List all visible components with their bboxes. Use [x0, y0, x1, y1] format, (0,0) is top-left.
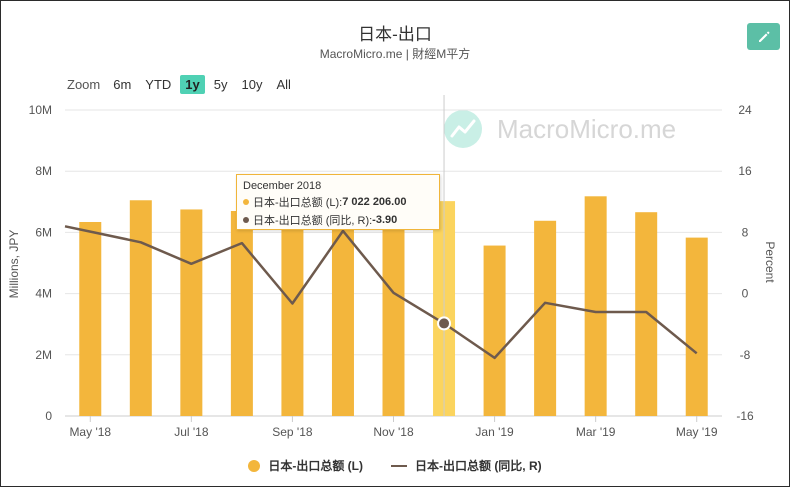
tooltip-row-left: 日本-出口总额 (L): 7 022 206.00	[243, 194, 433, 210]
watermark-chart-icon	[450, 119, 476, 138]
tooltip-line-dot	[243, 217, 249, 223]
hover-point	[437, 316, 452, 331]
zoom-6m-button[interactable]: 6m	[113, 77, 132, 92]
export-bar[interactable]	[483, 245, 506, 416]
export-bar[interactable]	[230, 210, 253, 416]
export-bar[interactable]	[129, 200, 152, 416]
left-tick-label: 10M	[29, 103, 52, 117]
export-bar[interactable]	[685, 237, 708, 416]
legend-line-label: 日本-出口总额 (同比, R)	[414, 459, 542, 473]
x-tick-label: Jul '18	[174, 425, 209, 439]
left-axis-title: Millions, JPY	[7, 230, 21, 299]
yoy-line-series	[64, 225, 698, 360]
left-tick-label: 8M	[35, 164, 52, 178]
left-tick-label: 4M	[35, 287, 52, 301]
tooltip-left-value: 7 022 206.00	[342, 196, 407, 208]
right-tick-label: -16	[736, 409, 754, 423]
right-tick-label: -8	[740, 348, 751, 362]
export-bar[interactable]	[281, 220, 304, 416]
legend-item-bar[interactable]: 日本-出口总额 (L)	[248, 457, 363, 474]
chart-title: 日本-出口	[358, 25, 432, 44]
right-tick-label: 8	[742, 225, 749, 239]
right-tick-label: 24	[738, 103, 752, 117]
zoom-5y-button[interactable]: 5y	[213, 77, 228, 92]
legend-item-line[interactable]: 日本-出口总额 (同比, R)	[390, 457, 542, 474]
x-tick-label: May '18	[69, 425, 111, 439]
export-bar[interactable]	[180, 209, 203, 416]
pencil-icon	[758, 31, 769, 42]
x-tick-label: Mar '19	[576, 425, 616, 439]
chart-tooltip: December 2018 日本-出口总额 (L): 7 022 206.00 …	[236, 174, 440, 230]
legend-line-swatch	[390, 464, 407, 467]
x-tick-label: May '19	[676, 425, 718, 439]
x-tick-label: Jan '19	[475, 425, 514, 439]
x-tick-label: Sep '18	[272, 425, 313, 439]
export-bar[interactable]	[382, 214, 405, 416]
watermark-text: MacroMicro.me	[497, 114, 676, 144]
export-bar[interactable]	[534, 220, 557, 416]
tooltip-right-label: 日本-出口总额 (同比, R):	[253, 215, 373, 227]
right-tick-label: 16	[738, 164, 752, 178]
export-bar[interactable]	[635, 212, 658, 416]
left-tick-label: 0	[45, 409, 52, 423]
tooltip-right-value: -3.90	[372, 214, 398, 226]
chart-legend: 日本-出口总额 (L) 日本-出口总额 (同比, R)	[0, 457, 790, 474]
tooltip-left-label: 日本-出口总额 (L):	[253, 197, 343, 209]
zoom-1y-button[interactable]: 1y	[180, 75, 205, 94]
tooltip-row-right: 日本-出口总额 (同比, R): -3.90	[243, 212, 433, 228]
left-tick-label: 2M	[35, 348, 52, 362]
right-axis-title: Percent	[763, 241, 777, 283]
left-tick-label: 6M	[35, 225, 52, 239]
zoom-10y-button[interactable]: 10y	[241, 77, 263, 92]
chart-subtitle: MacroMicro.me | 財經M平方	[319, 47, 471, 61]
export-bar[interactable]	[79, 221, 102, 416]
export-bar[interactable]	[584, 196, 607, 416]
zoom-selector: Zoom 6m YTD 1y 5y 10y All	[67, 75, 298, 94]
x-tick-label: Nov '18	[373, 425, 414, 439]
edit-button[interactable]	[747, 23, 780, 50]
zoom-label: Zoom	[67, 77, 101, 92]
zoom-ytd-button[interactable]: YTD	[145, 77, 172, 92]
right-tick-label: 0	[742, 287, 749, 301]
tooltip-bar-dot	[243, 199, 249, 205]
watermark: MacroMicro.me	[444, 110, 676, 148]
legend-bar-swatch	[248, 459, 261, 472]
legend-bar-label: 日本-出口总额 (L)	[268, 459, 363, 473]
tooltip-date: December 2018	[243, 180, 322, 192]
zoom-all-button[interactable]: All	[276, 77, 291, 92]
export-bar[interactable]	[331, 198, 354, 416]
